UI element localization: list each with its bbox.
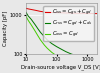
Y-axis label: Capacity [pF]: Capacity [pF] xyxy=(4,11,8,46)
X-axis label: Drain-source voltage V_DS [V]: Drain-source voltage V_DS [V] xyxy=(21,64,100,69)
Legend: $C_{iss} = C_{gs} + C_{gd}$, $C_{rss} = C_{gd} + C_{ds}$, $C_{oss} = C_{gd}$: $C_{iss} = C_{gs} + C_{gd}$, $C_{rss} = … xyxy=(44,6,94,41)
